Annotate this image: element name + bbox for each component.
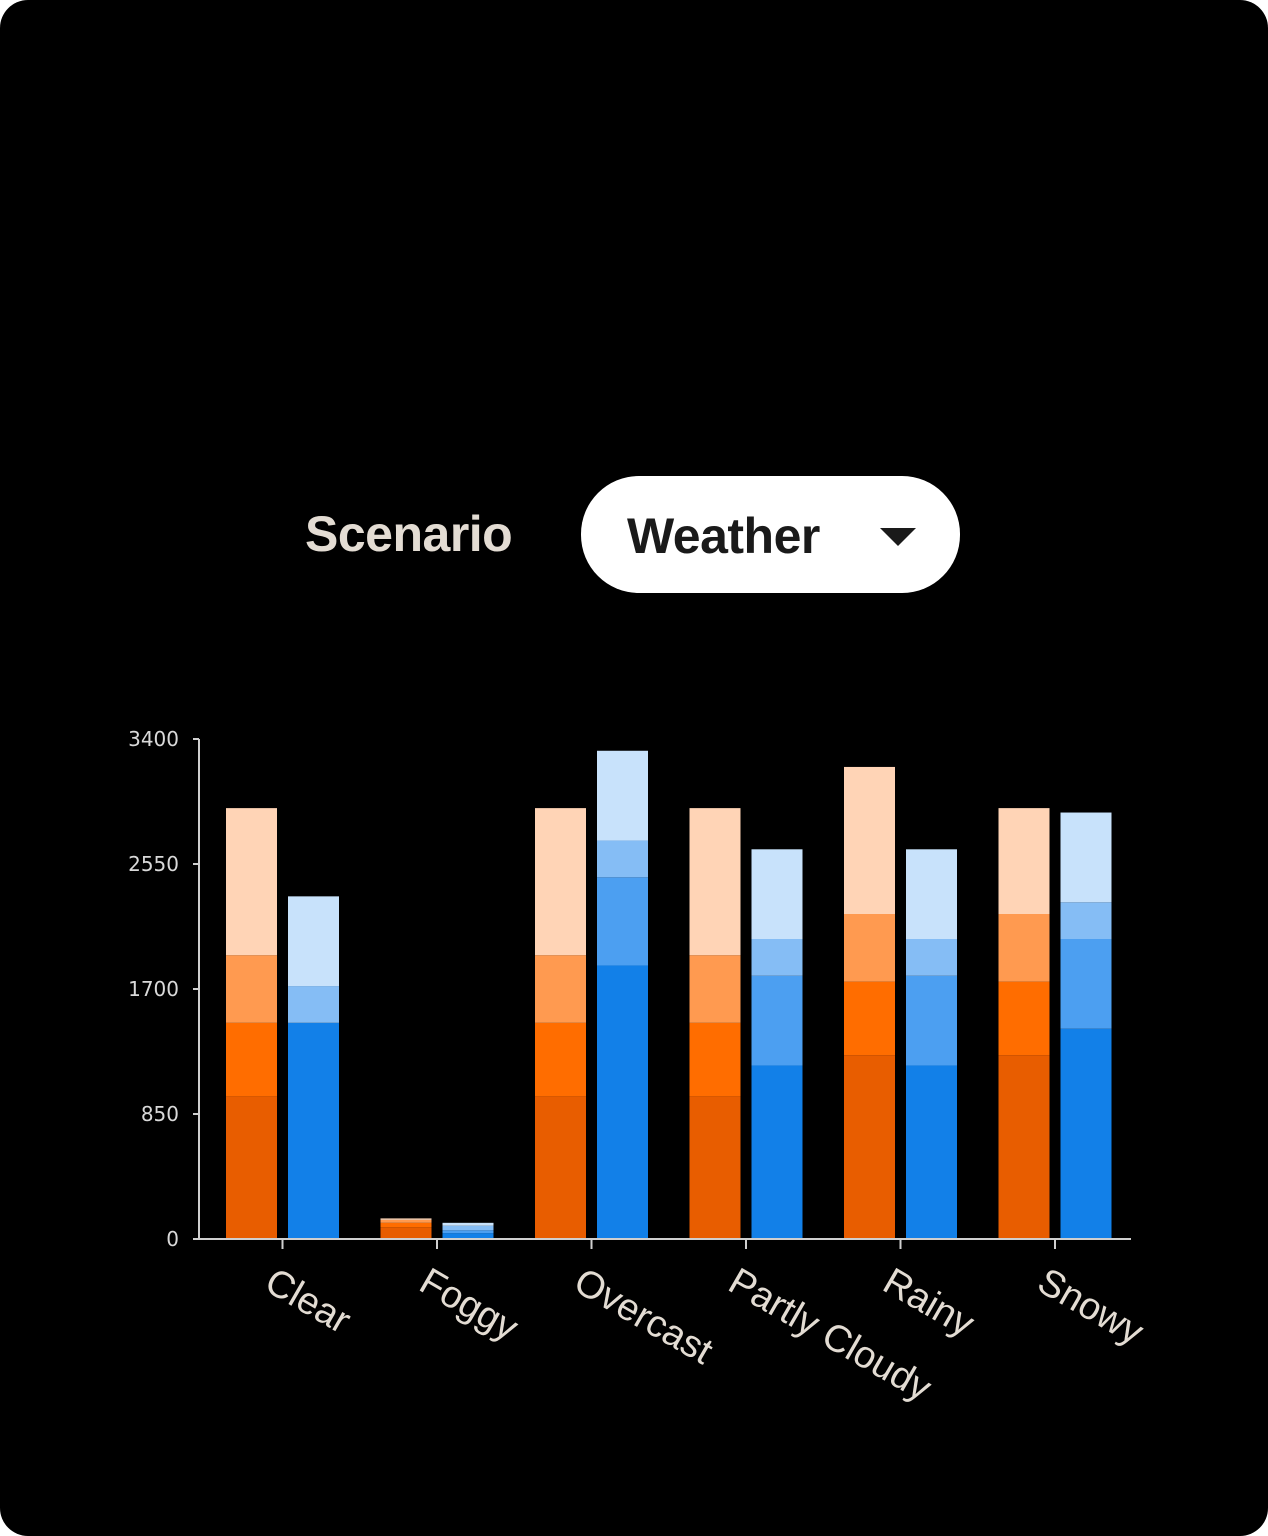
bar-partly-cloudy-blue-segment-4 — [751, 849, 803, 939]
bar-clear-orange-segment-3 — [226, 955, 277, 1023]
bar-clear-blue-segment-4 — [288, 896, 339, 987]
bar-partly-cloudy-blue-segment-3 — [751, 939, 803, 976]
y-tick-label-850: 850 — [141, 1102, 179, 1126]
bar-snowy-blue-segment-4 — [1060, 812, 1112, 903]
bar-foggy-orange-segment-2 — [380, 1222, 432, 1228]
bar-rainy-orange-segment-3 — [844, 914, 895, 982]
bar-foggy-blue-segment-3 — [442, 1225, 494, 1231]
bar-overcast-orange-segment-1 — [535, 1096, 586, 1239]
y-tick-label-3400: 3400 — [128, 727, 179, 751]
bar-snowy-blue-segment-2 — [1060, 939, 1112, 1029]
bar-clear-orange-segment-1 — [226, 1096, 277, 1239]
bar-rainy-blue-segment-4 — [906, 849, 957, 939]
scenario-label: Scenario — [305, 506, 513, 562]
scenario-dropdown[interactable]: Weather — [581, 476, 960, 593]
bar-clear-blue-segment-3 — [288, 986, 339, 1023]
bar-rainy-blue-segment-1 — [906, 1065, 957, 1239]
bar-rainy-blue-segment-3 — [906, 939, 957, 976]
bar-snowy-orange-segment-1 — [998, 1055, 1050, 1239]
bar-partly-cloudy-blue-segment-1 — [751, 1065, 803, 1239]
bar-overcast-blue-segment-2 — [597, 877, 648, 966]
x-category-label-clear: Clear — [258, 1260, 358, 1342]
bar-snowy-orange-segment-3 — [998, 914, 1050, 982]
bar-rainy-orange-segment-4 — [844, 766, 895, 914]
bar-snowy-blue-segment-3 — [1060, 902, 1112, 939]
bar-foggy-orange-segment-4 — [380, 1218, 432, 1220]
bar-overcast-orange-segment-2 — [535, 1022, 586, 1097]
x-category-label-snowy: Snowy — [1031, 1260, 1151, 1353]
bar-partly-cloudy-orange-segment-1 — [689, 1096, 741, 1239]
bar-overcast-orange-segment-4 — [535, 808, 586, 956]
x-category-label-foggy: Foggy — [413, 1260, 525, 1349]
bar-rainy-orange-segment-2 — [844, 981, 895, 1056]
chevron-down-icon — [880, 528, 916, 546]
bar-overcast-blue-segment-3 — [597, 840, 648, 878]
bar-rainy-orange-segment-1 — [844, 1055, 895, 1239]
bar-overcast-blue-segment-1 — [597, 965, 648, 1239]
y-tick-label-0: 0 — [166, 1227, 179, 1251]
y-tick-label-2550: 2550 — [128, 852, 179, 876]
bar-clear-orange-segment-2 — [226, 1022, 277, 1097]
bar-overcast-blue-segment-4 — [597, 750, 648, 841]
bar-partly-cloudy-orange-segment-2 — [689, 1022, 741, 1097]
bar-rainy-blue-segment-2 — [906, 975, 957, 1066]
bar-snowy-orange-segment-2 — [998, 981, 1050, 1056]
bar-foggy-orange-segment-3 — [380, 1219, 432, 1223]
bar-partly-cloudy-orange-segment-3 — [689, 955, 741, 1023]
bar-clear-blue-segment-1 — [288, 1022, 339, 1239]
bar-snowy-blue-segment-1 — [1060, 1028, 1112, 1239]
bar-partly-cloudy-orange-segment-4 — [689, 808, 741, 956]
bar-foggy-orange-segment-1 — [380, 1227, 432, 1239]
x-category-label-rainy: Rainy — [876, 1260, 981, 1345]
x-category-label-overcast: Overcast — [567, 1260, 720, 1373]
bar-foggy-blue-segment-1 — [442, 1233, 494, 1239]
bar-clear-orange-segment-4 — [226, 808, 277, 956]
bar-foggy-blue-segment-4 — [442, 1222, 494, 1226]
bar-partly-cloudy-blue-segment-2 — [751, 975, 803, 1066]
bar-foggy-blue-segment-2 — [442, 1230, 494, 1234]
y-tick-label-1700: 1700 — [128, 977, 179, 1001]
scenario-selected-value: Weather — [627, 508, 820, 564]
bar-overcast-orange-segment-3 — [535, 955, 586, 1023]
bar-snowy-orange-segment-4 — [998, 808, 1050, 914]
